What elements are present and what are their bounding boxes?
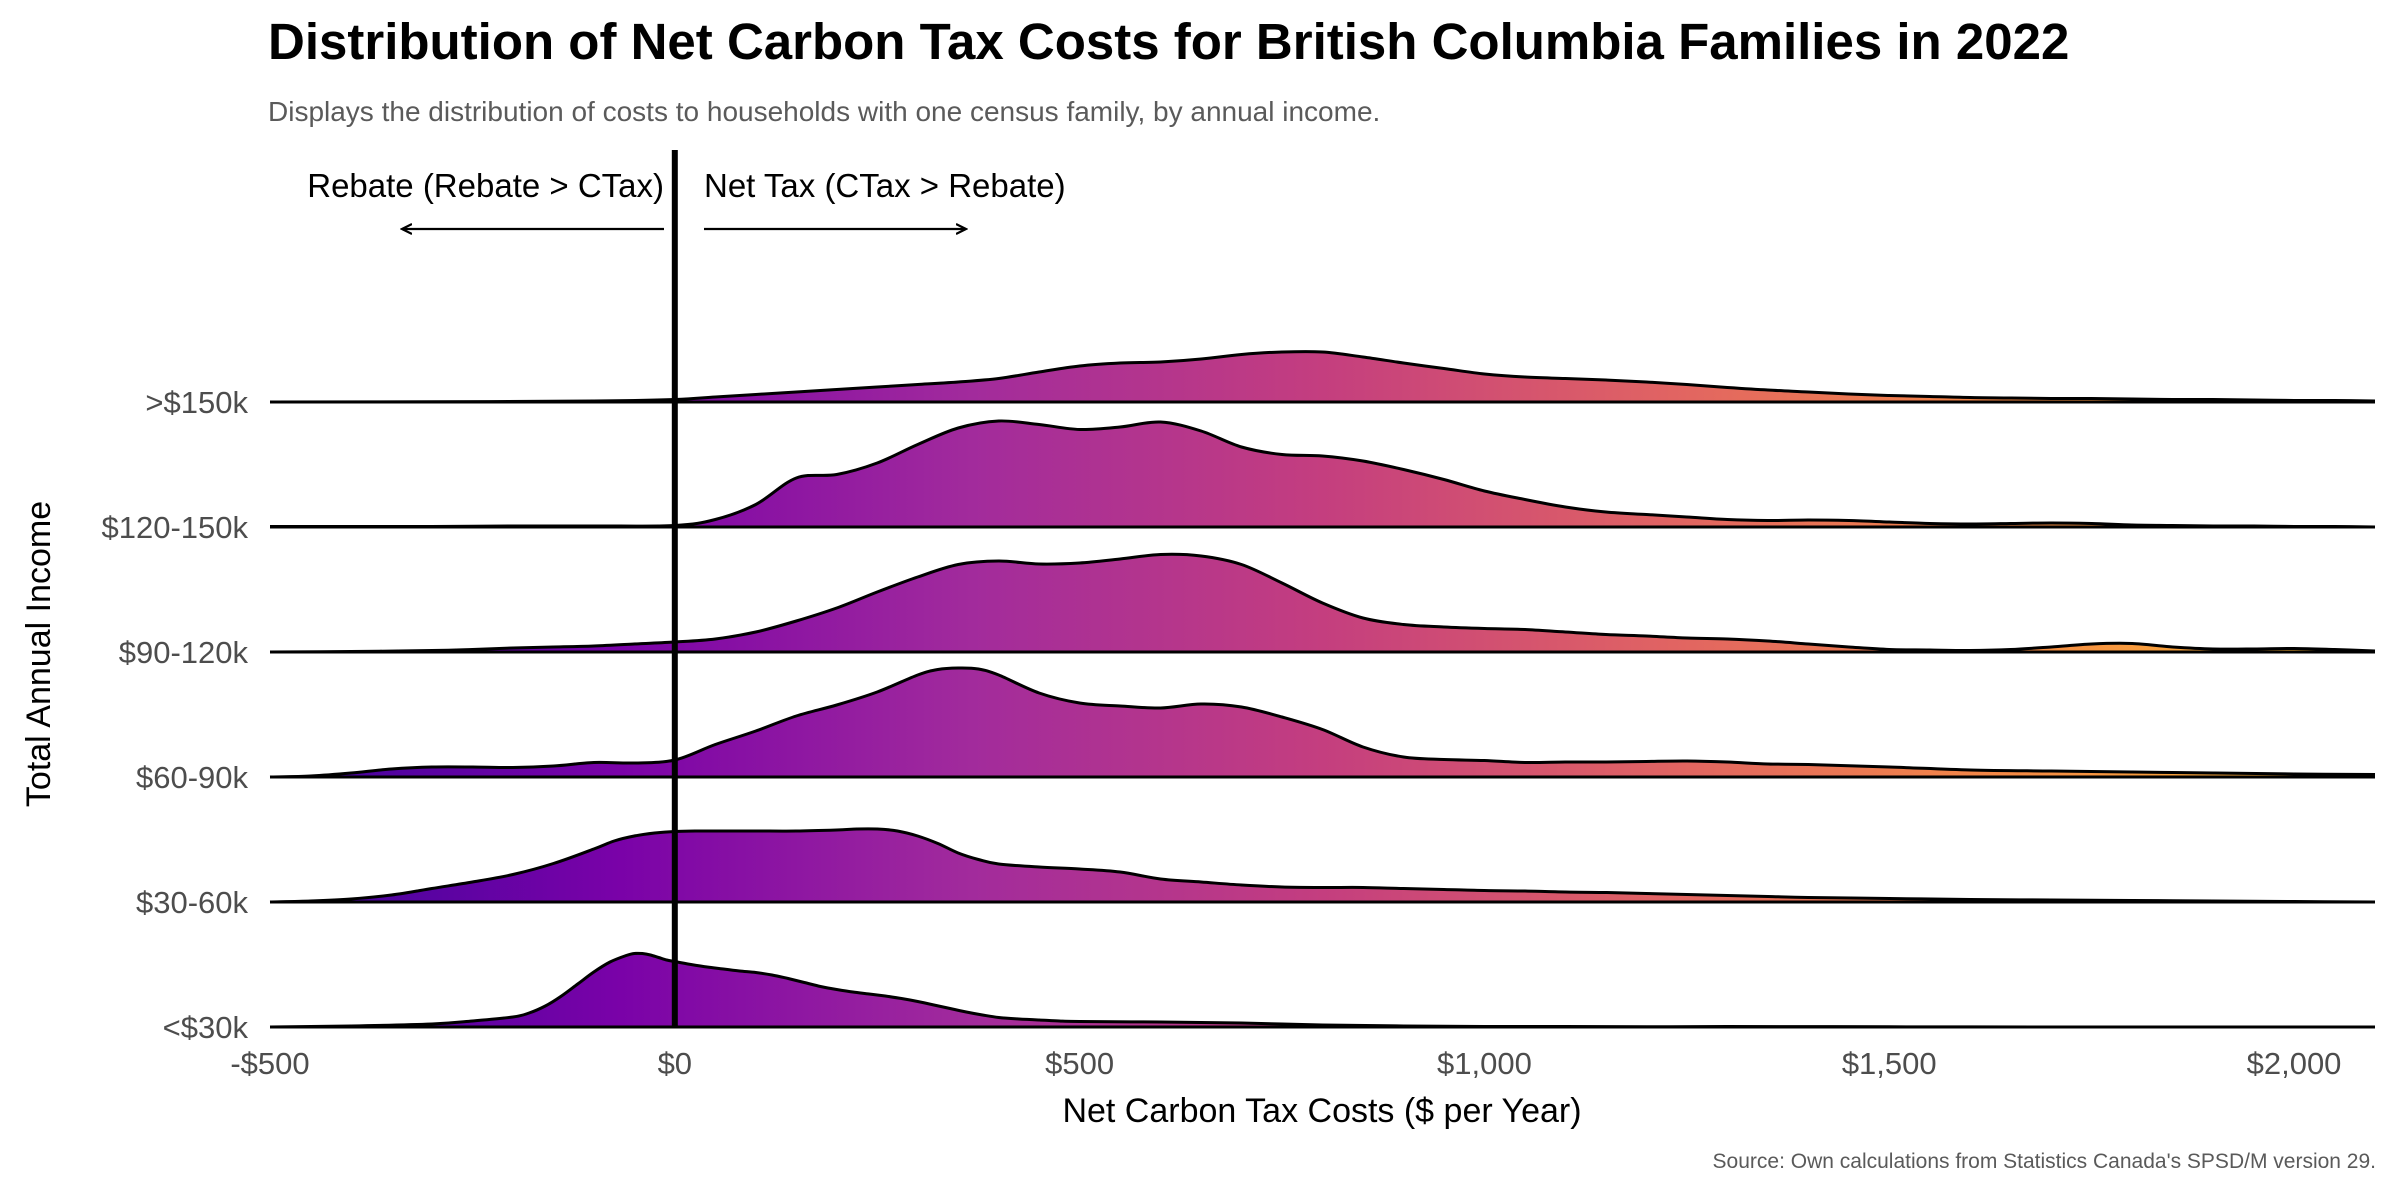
ridge-3-outline bbox=[269, 666, 2376, 779]
y-tick-label: $30-60k bbox=[136, 885, 249, 920]
y-axis-title: Total Annual Income bbox=[20, 501, 58, 807]
ridge-2-outline bbox=[269, 827, 2376, 904]
y-tick-label: $90-120k bbox=[119, 635, 249, 670]
x-tick-label: $500 bbox=[1045, 1046, 1114, 1081]
ridge-5-outline bbox=[270, 419, 2376, 529]
y-axis-ticks: <$30k $30-60k $60-90k $90-120k $120-150k >$15… bbox=[101, 385, 248, 1045]
ridge-6-outline bbox=[269, 350, 2376, 404]
ridge-6-fill bbox=[270, 351, 2375, 402]
net-tax-annotation: Net Tax (CTax > Rebate) bbox=[704, 167, 1066, 204]
rebate-annotation: Rebate (Rebate > CTax) bbox=[307, 167, 664, 204]
y-tick-label: $120-150k bbox=[101, 510, 248, 545]
ridge-5-fill bbox=[270, 420, 2375, 527]
x-tick-label: $1,500 bbox=[1842, 1046, 1937, 1081]
source-caption: Source: Own calculations from Statistics… bbox=[1712, 1150, 2376, 1173]
ridges-group bbox=[269, 350, 2376, 1029]
chart-subtitle: Displays the distribution of costs to ho… bbox=[268, 96, 1381, 127]
x-tick-label: -$500 bbox=[230, 1046, 309, 1081]
ridge-3-fill bbox=[270, 667, 2375, 777]
x-axis-ticks: -$500 $0 $500 $1,000 $1,500 $2,000 bbox=[230, 1046, 2341, 1081]
y-tick-label: >$150k bbox=[145, 385, 248, 420]
ridge-1-fill bbox=[270, 953, 2375, 1027]
ridge-2-fill bbox=[270, 828, 2375, 902]
x-tick-label: $1,000 bbox=[1437, 1046, 1532, 1081]
x-tick-label: $0 bbox=[658, 1046, 692, 1081]
x-axis-title: Net Carbon Tax Costs ($ per Year) bbox=[1062, 1092, 1581, 1130]
x-tick-label: $2,000 bbox=[2247, 1046, 2342, 1081]
y-tick-label: $60-90k bbox=[136, 760, 249, 795]
chart-title: Distribution of Net Carbon Tax Costs for… bbox=[268, 13, 2070, 70]
y-tick-label: <$30k bbox=[163, 1010, 249, 1045]
